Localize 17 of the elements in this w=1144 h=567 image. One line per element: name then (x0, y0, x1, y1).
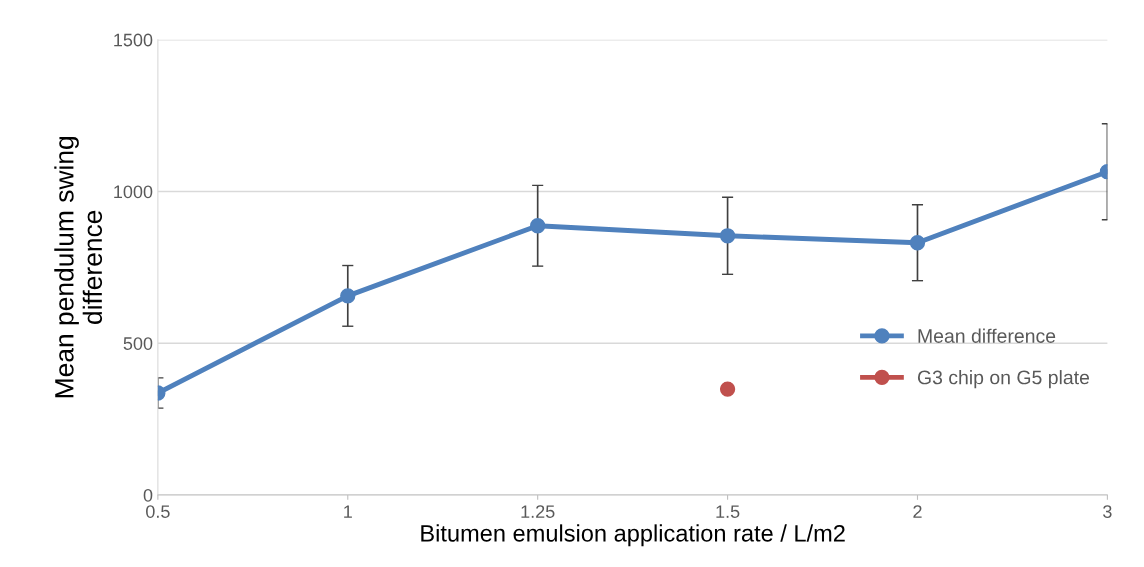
x-tick-label: 2 (913, 505, 922, 518)
x-tick-label: 3 (1103, 505, 1112, 518)
x-axis-title: Bitumen emulsion application rate / L/m2 (421, 524, 845, 547)
legend-label: G3 chip on G5 plate (917, 370, 1090, 389)
legend-label: Mean difference (918, 328, 1056, 343)
y-axis-title: Mean pendulum swing difference (54, 137, 103, 398)
y-tick-label: 1500 (114, 33, 153, 47)
x-tick-label: 1.5 (716, 505, 740, 518)
y-tick-label: 0 (143, 488, 153, 502)
x-tick-label: 1.25 (521, 505, 555, 518)
y-tick-label: 1000 (114, 185, 153, 199)
point (719, 228, 736, 244)
y-tick-label: 500 (123, 337, 153, 350)
point (530, 218, 546, 234)
x-tick-label: 0.5 (146, 505, 170, 518)
x-tick-label: 1 (344, 505, 352, 518)
point (340, 288, 356, 304)
